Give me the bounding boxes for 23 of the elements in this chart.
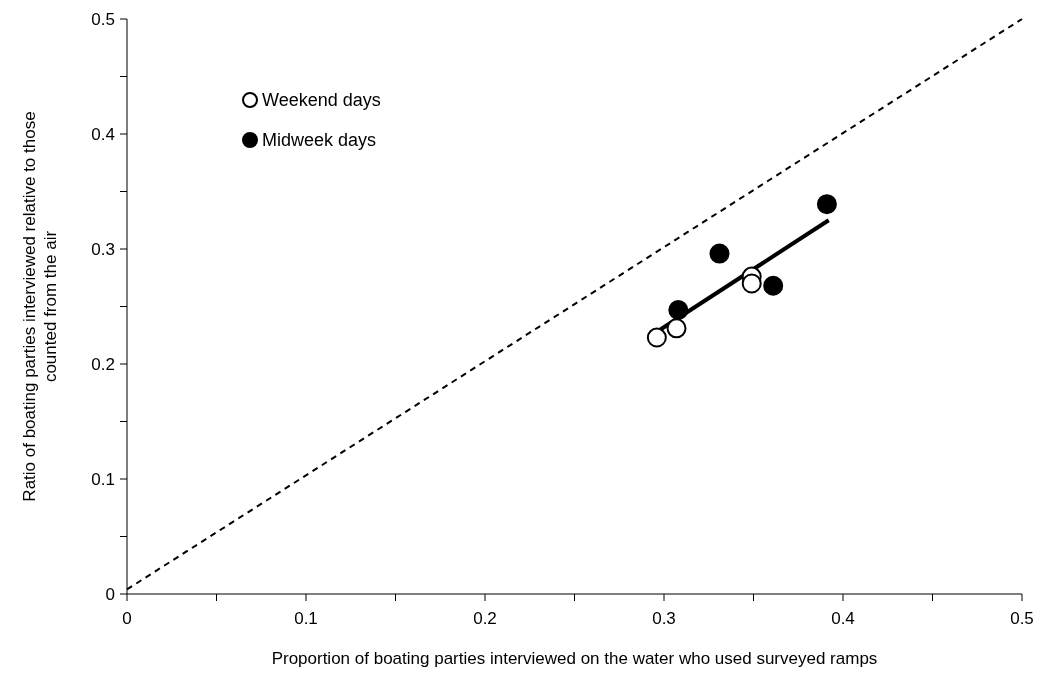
legend-label: Weekend days <box>262 90 381 111</box>
x-tick-label: 0.3 <box>652 609 676 628</box>
y-tick-label: 0.5 <box>91 9 115 29</box>
y-axis-title: Ratio of boating parties interviewed relative to those counted from the air <box>19 111 60 502</box>
point <box>763 275 784 296</box>
point <box>666 318 687 339</box>
point <box>646 327 667 348</box>
y-tick-label: 0 <box>105 584 115 604</box>
y-tick-label: 0.1 <box>91 469 115 489</box>
x-tick-label: 0.5 <box>1010 609 1034 628</box>
legend-label: Midweek days <box>262 130 377 151</box>
x-tick-label: 0 <box>122 609 132 628</box>
point <box>741 273 762 294</box>
y-tick-label: 0.2 <box>91 354 115 374</box>
x-tick-label: 0.4 <box>831 609 855 628</box>
point <box>668 299 689 320</box>
point <box>816 194 837 215</box>
x-tick-label: 0.2 <box>473 609 497 628</box>
y-tick-label: 0.3 <box>91 239 115 259</box>
point <box>709 243 730 264</box>
x-axis-title: Proportion of boating parties interviewed on the water who used surveyed ramps <box>271 649 878 668</box>
x-tick-label: 0.1 <box>294 609 318 628</box>
y-tick-label: 0.4 <box>91 124 115 144</box>
